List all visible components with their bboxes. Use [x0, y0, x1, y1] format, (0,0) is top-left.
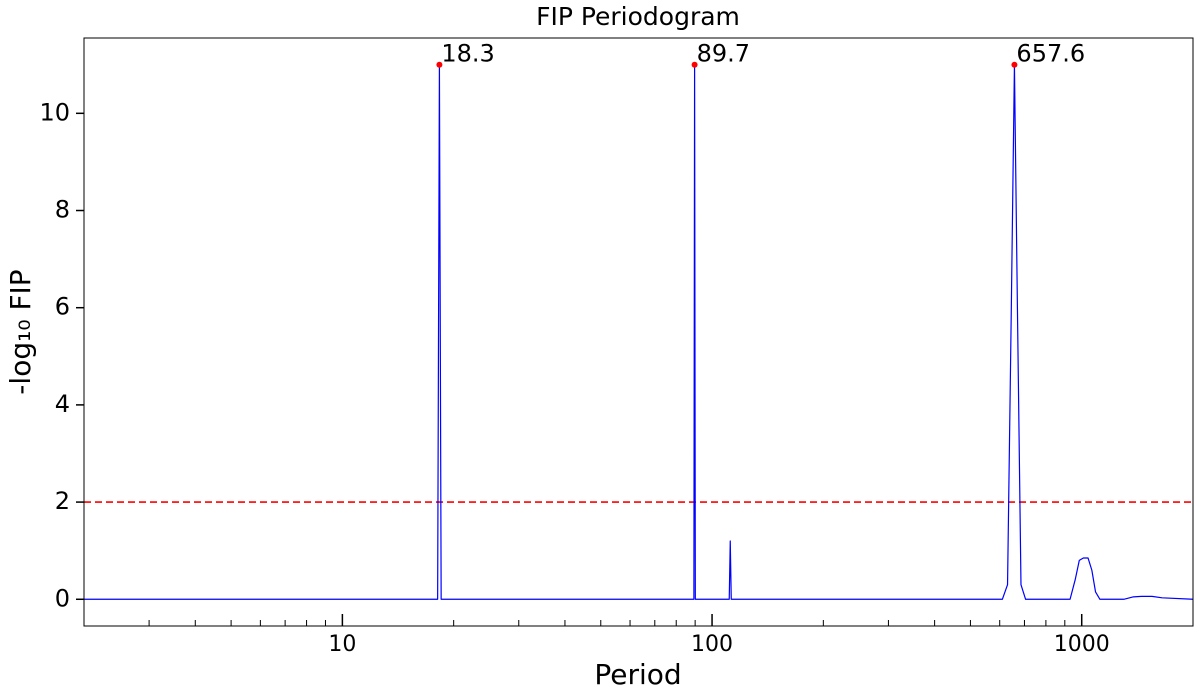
x-axis-label: Period — [594, 658, 681, 691]
peak-marker — [691, 61, 698, 68]
peak-label: 18.3 — [441, 40, 494, 68]
peak-label: 89.7 — [697, 40, 750, 68]
line-series — [84, 64, 1194, 600]
y-tick-label: 2 — [55, 487, 70, 515]
y-tick-label: 4 — [55, 390, 70, 418]
y-axis-label: -log₁₀ FIP — [4, 269, 37, 394]
plot-frame — [83, 37, 1194, 627]
x-tick-label: 10 — [328, 632, 356, 657]
y-tick-label: 10 — [39, 98, 70, 126]
x-tick-label: 100 — [691, 632, 733, 657]
y-tick-label: 6 — [55, 293, 70, 321]
peak-marker — [1011, 61, 1018, 68]
peak-label: 657.6 — [1016, 40, 1085, 68]
peak-marker — [436, 61, 443, 68]
y-tick-label: 0 — [55, 584, 70, 612]
x-tick-label: 1000 — [1054, 632, 1110, 657]
chart-title: FIP Periodogram — [536, 2, 740, 31]
y-tick-label: 8 — [55, 196, 70, 224]
